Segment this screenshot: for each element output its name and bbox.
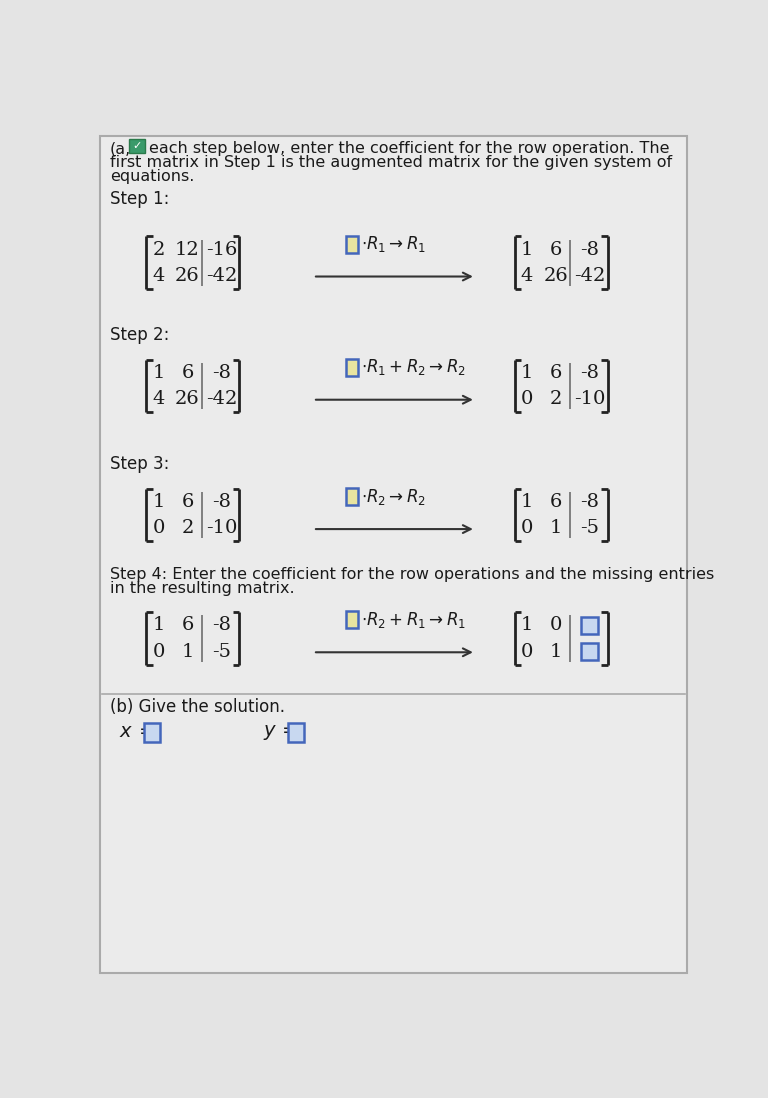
- FancyBboxPatch shape: [288, 724, 303, 741]
- Text: $\cdot R_2 \rightarrow R_2$: $\cdot R_2 \rightarrow R_2$: [361, 486, 426, 507]
- Text: equations.: equations.: [110, 169, 194, 183]
- Text: -42: -42: [206, 390, 237, 408]
- Text: -8: -8: [580, 363, 599, 382]
- Text: 1: 1: [521, 363, 533, 382]
- Text: 6: 6: [181, 493, 194, 512]
- Text: -8: -8: [580, 240, 599, 258]
- Text: 6: 6: [181, 616, 194, 635]
- Text: $\cdot R_1 \rightarrow R_1$: $\cdot R_1 \rightarrow R_1$: [361, 234, 426, 254]
- Text: 2: 2: [181, 519, 194, 537]
- Text: ✓: ✓: [132, 142, 142, 152]
- Text: $y\,=$: $y\,=$: [263, 722, 298, 742]
- Text: 1: 1: [549, 519, 561, 537]
- Text: -8: -8: [580, 493, 599, 512]
- FancyBboxPatch shape: [346, 612, 358, 628]
- Text: 4: 4: [521, 267, 533, 284]
- Text: 0: 0: [153, 519, 165, 537]
- Text: 26: 26: [175, 267, 200, 284]
- Text: -42: -42: [574, 267, 605, 284]
- Text: (b) Give the solution.: (b) Give the solution.: [110, 698, 285, 717]
- Text: 2: 2: [153, 240, 165, 258]
- Text: Step 4: Enter the coefficient for the row operations and the missing entries: Step 4: Enter the coefficient for the ro…: [110, 567, 714, 582]
- Text: 0: 0: [521, 642, 533, 661]
- FancyBboxPatch shape: [100, 136, 687, 973]
- Text: 26: 26: [175, 390, 200, 408]
- Text: in the resulting matrix.: in the resulting matrix.: [110, 581, 295, 596]
- FancyBboxPatch shape: [346, 236, 358, 253]
- Text: 1: 1: [521, 616, 533, 635]
- Text: 6: 6: [549, 240, 561, 258]
- Text: 6: 6: [549, 363, 561, 382]
- Text: -8: -8: [212, 616, 231, 635]
- Text: 0: 0: [521, 519, 533, 537]
- FancyBboxPatch shape: [346, 359, 358, 376]
- Text: $x\,=$: $x\,=$: [119, 724, 154, 741]
- Text: 2: 2: [549, 390, 561, 408]
- Text: -5: -5: [580, 519, 599, 537]
- FancyBboxPatch shape: [346, 489, 358, 505]
- Text: -10: -10: [574, 390, 605, 408]
- Text: (a,: (a,: [110, 141, 131, 156]
- Text: -10: -10: [206, 519, 237, 537]
- Text: 1: 1: [153, 493, 165, 512]
- Text: 6: 6: [549, 493, 561, 512]
- Text: 6: 6: [181, 363, 194, 382]
- Text: each step below, enter the coefficient for the row operation. The: each step below, enter the coefficient f…: [149, 141, 669, 156]
- Text: Step 2:: Step 2:: [110, 326, 169, 344]
- Text: first matrix in Step 1 is the augmented matrix for the given system of: first matrix in Step 1 is the augmented …: [110, 155, 672, 170]
- Text: $\cdot R_2 + R_1 \rightarrow R_1$: $\cdot R_2 + R_1 \rightarrow R_1$: [361, 610, 466, 630]
- Text: $\cdot R_1 + R_2 \rightarrow R_2$: $\cdot R_1 + R_2 \rightarrow R_2$: [361, 357, 466, 378]
- Text: -8: -8: [212, 493, 231, 512]
- Text: 0: 0: [521, 390, 533, 408]
- FancyBboxPatch shape: [129, 139, 145, 154]
- Text: 1: 1: [181, 642, 194, 661]
- Text: Step 3:: Step 3:: [110, 456, 169, 473]
- Text: 1: 1: [153, 363, 165, 382]
- Text: 4: 4: [153, 267, 165, 284]
- Text: 26: 26: [543, 267, 568, 284]
- Text: 0: 0: [549, 616, 561, 635]
- Text: 4: 4: [153, 390, 165, 408]
- FancyBboxPatch shape: [144, 724, 160, 741]
- Text: 1: 1: [549, 642, 561, 661]
- Text: 0: 0: [153, 642, 165, 661]
- Text: 12: 12: [175, 240, 200, 258]
- Text: Step 1:: Step 1:: [110, 190, 169, 208]
- FancyBboxPatch shape: [581, 643, 598, 660]
- Text: -16: -16: [206, 240, 237, 258]
- Text: -8: -8: [212, 363, 231, 382]
- Text: 1: 1: [521, 493, 533, 512]
- Text: 1: 1: [521, 240, 533, 258]
- Text: 1: 1: [153, 616, 165, 635]
- FancyBboxPatch shape: [581, 617, 598, 634]
- Text: -42: -42: [206, 267, 237, 284]
- Text: -5: -5: [212, 642, 231, 661]
